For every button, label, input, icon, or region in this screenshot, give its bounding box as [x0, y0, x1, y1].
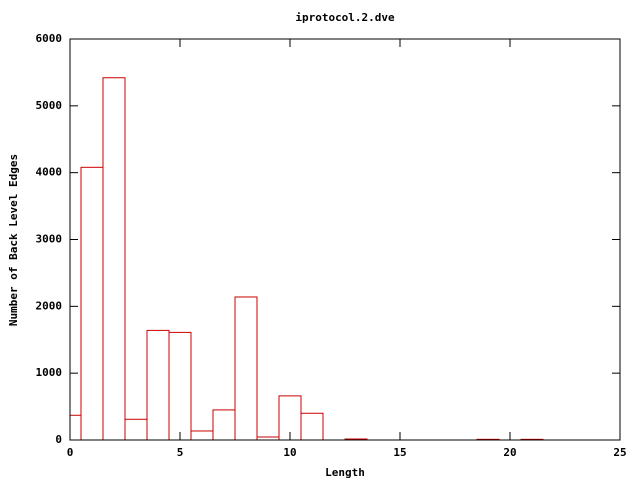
bars — [70, 77, 544, 440]
bar — [212, 409, 236, 440]
y-tick-label: 3000 — [36, 233, 63, 246]
y-tick-label: 5000 — [36, 99, 63, 112]
x-tick-label: 25 — [613, 446, 626, 459]
y-tick-label: 2000 — [36, 299, 63, 312]
x-tick-label: 20 — [503, 446, 516, 459]
plot-border — [69, 38, 621, 441]
chart-title: iprotocol.2.dve — [295, 11, 395, 24]
bar — [146, 329, 170, 440]
x-axis-label: Length — [325, 466, 365, 479]
y-tick-label: 1000 — [36, 366, 63, 379]
bar — [124, 418, 148, 440]
y-tick-label: 0 — [55, 433, 62, 446]
y-tick-label: 4000 — [36, 166, 63, 179]
x-tick-label: 10 — [283, 446, 296, 459]
y-axis-label: Number of Back Level Edges — [7, 154, 20, 326]
bar — [300, 412, 324, 440]
x-tick-label: 5 — [177, 446, 184, 459]
y-tick-label: 6000 — [36, 32, 63, 45]
x-tick-label: 15 — [393, 446, 406, 459]
bar — [234, 296, 258, 440]
bar — [168, 331, 192, 440]
bar — [190, 430, 214, 440]
x-tick-label: 0 — [67, 446, 74, 459]
bar — [80, 166, 104, 440]
bar — [102, 77, 126, 440]
